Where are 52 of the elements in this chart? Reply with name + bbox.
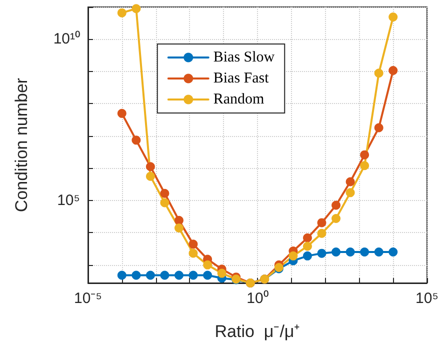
point <box>146 270 155 280</box>
point <box>117 8 126 18</box>
point <box>374 248 384 257</box>
point <box>217 268 226 278</box>
point <box>160 188 170 198</box>
legend-label: Random <box>213 92 265 108</box>
point <box>117 108 126 118</box>
point <box>288 251 298 260</box>
point <box>346 188 355 198</box>
y-tick-label: 10¹⁰ <box>53 30 80 48</box>
point <box>317 228 326 238</box>
point <box>174 216 184 225</box>
point <box>132 4 141 14</box>
point <box>203 260 212 270</box>
x-tick-label: 10⁻⁵ <box>74 290 102 307</box>
point <box>374 68 384 78</box>
point <box>302 233 312 242</box>
legend-label: Bias Slow <box>213 50 275 66</box>
point <box>146 172 155 181</box>
point <box>360 150 370 160</box>
point <box>317 248 326 258</box>
point <box>360 248 370 257</box>
point <box>332 248 341 257</box>
x-tick-label: 10⁵ <box>416 290 438 307</box>
point <box>388 248 398 257</box>
point <box>132 136 141 145</box>
point <box>160 270 170 280</box>
point <box>302 242 312 251</box>
point <box>174 270 184 280</box>
point <box>332 200 341 210</box>
point <box>346 248 355 257</box>
point <box>188 240 198 249</box>
point <box>174 223 184 232</box>
point <box>360 161 370 170</box>
point <box>302 251 312 260</box>
y-axis-title: Condition number <box>12 78 31 212</box>
point <box>388 66 398 76</box>
point <box>146 162 155 172</box>
legend-label: Bias Fast <box>213 70 270 86</box>
point <box>388 12 398 22</box>
point <box>188 248 198 258</box>
x-tick-label: 10⁰ <box>246 290 268 307</box>
point <box>117 270 126 280</box>
point <box>132 270 141 280</box>
point <box>160 198 170 208</box>
x-axis-title: Ratio μ⁻/μ⁺ <box>214 322 300 341</box>
point <box>346 177 355 186</box>
point <box>188 270 198 280</box>
point <box>317 218 326 228</box>
point <box>374 123 384 132</box>
point <box>332 214 341 224</box>
point <box>203 270 212 280</box>
